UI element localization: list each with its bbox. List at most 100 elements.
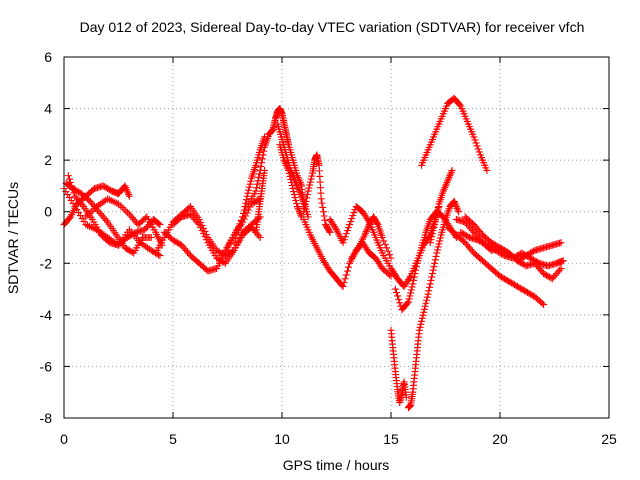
data-point bbox=[426, 280, 434, 288]
series-arc-25 bbox=[444, 223, 548, 309]
data-point bbox=[534, 263, 542, 271]
data-point bbox=[461, 231, 469, 239]
data-point bbox=[318, 199, 326, 207]
data-point bbox=[344, 263, 352, 271]
data-point bbox=[402, 393, 410, 401]
data-point bbox=[170, 237, 178, 245]
data-point bbox=[550, 273, 558, 281]
data-point bbox=[464, 233, 472, 241]
data-point bbox=[340, 236, 348, 244]
data-point bbox=[287, 178, 295, 186]
data-point bbox=[475, 148, 483, 156]
data-point bbox=[317, 195, 325, 203]
data-point bbox=[241, 203, 249, 211]
data-point bbox=[406, 292, 414, 300]
data-point bbox=[348, 215, 356, 223]
data-point bbox=[128, 214, 136, 222]
data-point bbox=[436, 234, 444, 242]
data-point bbox=[472, 139, 480, 147]
y-tick-label: -2 bbox=[40, 255, 53, 271]
data-point bbox=[102, 216, 110, 224]
data-point bbox=[78, 201, 86, 209]
data-point bbox=[102, 184, 110, 192]
data-point bbox=[506, 278, 514, 286]
data-point bbox=[342, 271, 350, 279]
data-point bbox=[556, 266, 564, 274]
series-arc-23 bbox=[418, 94, 491, 174]
data-point bbox=[298, 192, 306, 200]
data-point bbox=[474, 236, 482, 244]
data-point bbox=[540, 270, 548, 278]
data-point bbox=[124, 189, 132, 197]
series-arc-11 bbox=[252, 166, 269, 236]
data-point bbox=[474, 145, 482, 153]
data-point bbox=[101, 215, 109, 223]
data-point bbox=[410, 273, 418, 281]
data-point bbox=[99, 182, 107, 190]
data-point bbox=[431, 221, 439, 229]
data-point bbox=[245, 186, 253, 194]
data-point bbox=[465, 244, 473, 252]
data-point bbox=[422, 299, 430, 307]
data-point bbox=[307, 175, 315, 183]
data-point bbox=[487, 239, 495, 247]
data-point bbox=[285, 169, 293, 177]
data-point bbox=[483, 241, 491, 249]
data-point bbox=[519, 260, 527, 268]
data-point bbox=[524, 289, 532, 297]
data-point bbox=[321, 216, 329, 224]
data-point bbox=[420, 308, 428, 316]
data-point bbox=[220, 258, 228, 266]
data-point bbox=[445, 173, 453, 181]
data-point bbox=[198, 227, 206, 235]
data-point bbox=[142, 224, 150, 232]
data-point bbox=[285, 166, 293, 174]
data-point bbox=[378, 234, 386, 241]
data-point bbox=[202, 236, 210, 244]
data-point bbox=[173, 239, 181, 247]
data-point bbox=[502, 247, 510, 255]
data-point bbox=[428, 273, 436, 281]
data-point bbox=[260, 147, 268, 155]
data-point bbox=[395, 295, 403, 303]
data-point bbox=[127, 247, 135, 255]
data-point bbox=[505, 277, 513, 285]
data-point bbox=[282, 160, 290, 168]
data-point bbox=[362, 227, 370, 235]
data-point bbox=[150, 248, 158, 256]
data-point bbox=[470, 133, 478, 141]
data-point bbox=[297, 211, 305, 219]
data-point bbox=[464, 242, 472, 250]
data-point bbox=[423, 293, 431, 301]
data-point bbox=[253, 184, 261, 192]
data-point bbox=[243, 192, 251, 200]
data-point bbox=[470, 228, 478, 236]
data-point bbox=[396, 299, 404, 307]
data-point bbox=[305, 184, 313, 192]
data-point bbox=[295, 185, 303, 193]
data-point bbox=[500, 246, 508, 254]
data-point bbox=[280, 156, 288, 164]
data-point bbox=[426, 283, 434, 291]
y-tick-label: -6 bbox=[40, 358, 53, 374]
data-point bbox=[72, 194, 80, 202]
data-point bbox=[458, 229, 466, 237]
data-point bbox=[467, 246, 475, 254]
data-point bbox=[125, 192, 133, 200]
data-point bbox=[496, 272, 504, 280]
data-point bbox=[406, 274, 414, 282]
series-arc-16 bbox=[300, 215, 395, 290]
data-point bbox=[75, 197, 83, 205]
data-point bbox=[149, 247, 157, 255]
data-point bbox=[451, 199, 459, 207]
data-point bbox=[121, 244, 129, 252]
data-point bbox=[184, 248, 192, 256]
data-point bbox=[447, 168, 455, 176]
data-point bbox=[255, 173, 263, 181]
data-point bbox=[484, 242, 492, 250]
data-point bbox=[258, 155, 266, 163]
data-point bbox=[467, 225, 475, 233]
data-point bbox=[456, 101, 464, 109]
data-point bbox=[155, 220, 163, 228]
data-point bbox=[347, 218, 355, 226]
